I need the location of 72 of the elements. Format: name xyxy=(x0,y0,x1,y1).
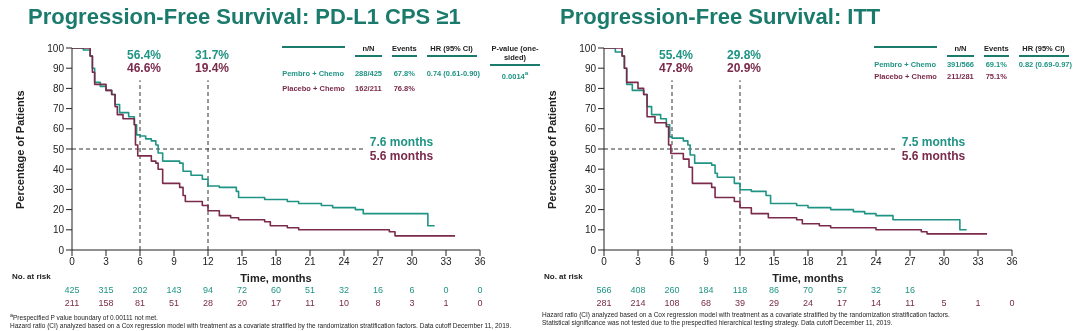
y-tick-label: 0 xyxy=(590,244,597,256)
y-tick-label: 40 xyxy=(584,163,597,175)
x-tick-label: 33 xyxy=(440,256,452,268)
x-tick-label: 0 xyxy=(601,256,608,268)
text: 566 408 260 184 118 86 70 57 32 16 xyxy=(596,285,916,295)
chart-title: Progression-Free Survival: ITT xyxy=(560,4,881,30)
annotation: 29.8% xyxy=(726,48,762,62)
x-tick-label: 24 xyxy=(338,256,350,268)
text: 211 158 81 51 28 20 17 11 10 8 3 1 0 xyxy=(64,298,483,308)
annotation: 56.4% xyxy=(126,48,162,62)
annotation: 46.6% xyxy=(126,61,162,75)
x-tick-label: 27 xyxy=(372,256,384,268)
x-tick-label: 36 xyxy=(474,256,486,268)
x-tick-label: 9 xyxy=(171,256,178,268)
x-tick-label: 6 xyxy=(669,256,676,268)
y-tick-label: 90 xyxy=(584,62,597,74)
chart-title: Progression-Free Survival: PD-L1 CPS ≥1 xyxy=(28,4,461,30)
y-tick-label: 50 xyxy=(52,143,65,155)
x-tick-label: 6 xyxy=(137,256,144,268)
x-tick-label: 15 xyxy=(768,256,780,268)
annotation: 7.6 months xyxy=(369,135,434,149)
y-tick-label: 100 xyxy=(579,42,597,54)
x-axis-title: Time, months xyxy=(240,272,312,284)
y-tick-label: 80 xyxy=(584,82,597,94)
y-tick-label: 60 xyxy=(52,123,65,135)
y-tick-label: 60 xyxy=(584,123,597,135)
x-tick-label: 12 xyxy=(202,256,214,268)
x-tick-label: 30 xyxy=(406,256,418,268)
annotation: 5.6 months xyxy=(901,149,966,163)
text: No. at risk xyxy=(12,272,51,281)
x-tick-label: 27 xyxy=(904,256,916,268)
x-tick-label: 24 xyxy=(870,256,882,268)
y-tick-label: 100 xyxy=(47,42,65,54)
x-tick-label: 3 xyxy=(103,256,110,268)
x-tick-label: 21 xyxy=(304,256,316,268)
y-tick-label: 20 xyxy=(52,204,65,216)
annotation: 19.4% xyxy=(194,61,230,75)
y-tick-label: 70 xyxy=(52,103,65,115)
x-tick-label: 21 xyxy=(836,256,848,268)
y-tick-label: 90 xyxy=(52,62,65,74)
y-tick-label: 30 xyxy=(584,183,597,195)
x-tick-label: 9 xyxy=(703,256,710,268)
y-tick-label: 50 xyxy=(584,143,597,155)
x-axis-title: Time, months xyxy=(772,272,844,284)
y-axis-title: Percentage of Patients xyxy=(13,90,26,209)
x-tick-label: 15 xyxy=(236,256,248,268)
x-tick-label: 18 xyxy=(270,256,282,268)
annotation: 5.6 months xyxy=(369,149,434,163)
text: 425 315 202 143 94 72 60 51 32 16 6 0 0 xyxy=(64,285,483,295)
annotation: 20.9% xyxy=(726,61,762,75)
text: No. at risk xyxy=(544,272,583,281)
y-tick-label: 10 xyxy=(52,224,65,236)
annotation: 55.4% xyxy=(658,48,694,62)
annotation: 47.8% xyxy=(658,61,694,75)
y-tick-label: 30 xyxy=(52,183,65,195)
annotation: 7.5 months xyxy=(901,135,966,149)
y-tick-label: 20 xyxy=(584,204,597,216)
y-tick-label: 70 xyxy=(584,103,597,115)
x-tick-label: 33 xyxy=(972,256,984,268)
y-tick-label: 40 xyxy=(52,163,65,175)
x-tick-label: 30 xyxy=(938,256,950,268)
x-tick-label: 3 xyxy=(635,256,642,268)
x-tick-label: 36 xyxy=(1006,256,1018,268)
text: 281 214 108 68 39 29 24 17 14 11 5 1 0 xyxy=(596,298,1015,308)
y-tick-label: 80 xyxy=(52,82,65,94)
y-axis-title: Percentage of Patients xyxy=(545,90,558,209)
x-tick-label: 12 xyxy=(734,256,746,268)
x-tick-label: 18 xyxy=(802,256,814,268)
y-tick-label: 10 xyxy=(584,224,597,236)
y-tick-label: 0 xyxy=(58,244,65,256)
annotation: 31.7% xyxy=(194,48,230,62)
x-tick-label: 0 xyxy=(69,256,76,268)
